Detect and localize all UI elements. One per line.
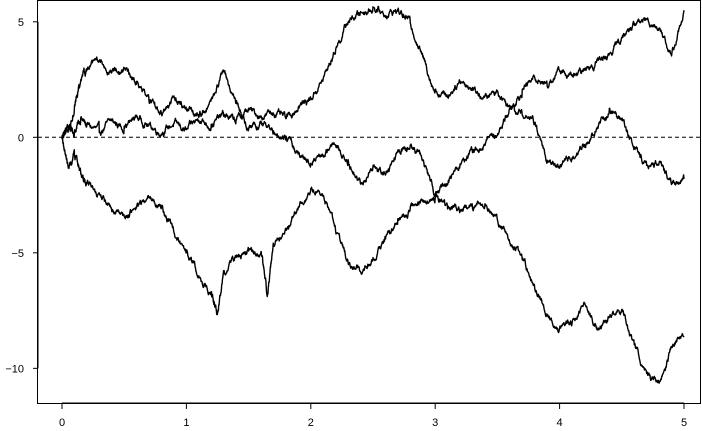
x-tick-label: 0 xyxy=(59,417,65,429)
y-tick-label: −10 xyxy=(5,363,24,375)
series-layer xyxy=(61,5,685,384)
series-line-2 xyxy=(61,56,685,198)
y-tick-label: −5 xyxy=(11,248,24,260)
x-tick-label: 2 xyxy=(308,417,314,429)
series-line-1 xyxy=(61,5,685,139)
x-tick-label: 4 xyxy=(557,417,563,429)
y-tick-label: 0 xyxy=(18,132,24,144)
x-tick-label: 5 xyxy=(681,417,687,429)
y-axis: 5 0 −5 −10 xyxy=(5,17,39,375)
x-tick-label: 3 xyxy=(432,417,438,429)
series-line-3 xyxy=(61,137,685,384)
plot-frame xyxy=(37,0,701,404)
x-tick-label: 1 xyxy=(183,417,189,429)
y-tick-label: 5 xyxy=(18,17,24,29)
x-axis: 0 1 2 3 4 5 xyxy=(59,402,687,429)
